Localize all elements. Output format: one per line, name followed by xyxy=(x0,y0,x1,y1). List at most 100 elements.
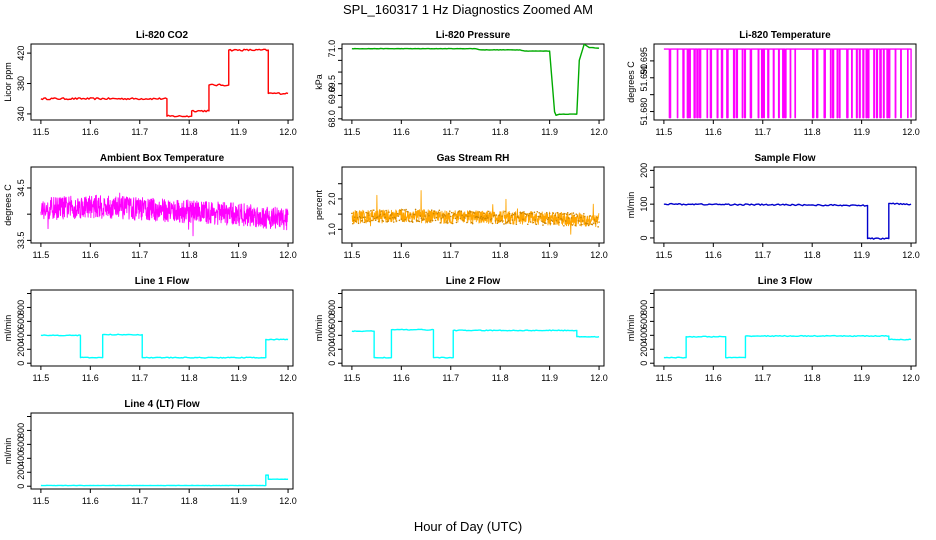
y-tick-label: 800 xyxy=(16,423,26,438)
panel-title: Line 4 (LT) Flow xyxy=(124,399,200,410)
panel-title: Line 2 Flow xyxy=(446,276,501,287)
x-tick-label: 11.5 xyxy=(32,127,49,137)
x-tick-label: 11.6 xyxy=(82,496,99,506)
x-tick-label: 11.8 xyxy=(181,496,198,506)
panel-pressure: Li-820 Pressure 11.5 11.6 11.7 11.8 11.9 12.0 6… xyxy=(314,30,608,137)
y-tick-label: 51.680 xyxy=(639,98,649,126)
x-tick-label: 12.0 xyxy=(279,127,297,137)
plot-frame xyxy=(30,289,294,367)
y-tick-label: 800 xyxy=(16,300,26,315)
x-tick-label: 12.0 xyxy=(279,250,297,260)
x-tick-label: 11.6 xyxy=(82,250,99,260)
plot-area xyxy=(40,474,289,487)
plot-area xyxy=(351,190,600,235)
x-tick-label: 12.0 xyxy=(590,250,608,260)
panel-title: Sample Flow xyxy=(754,153,815,164)
y-tick-label: 51.695 xyxy=(639,47,649,75)
y-tick-label: 34.5 xyxy=(16,179,26,197)
y-tick-label: 420 xyxy=(16,46,26,61)
x-tick-label: 11.7 xyxy=(442,250,459,260)
plot-frame xyxy=(653,166,917,244)
panel-title: Line 1 Flow xyxy=(135,276,190,287)
x-tick-label: 12.0 xyxy=(902,250,920,260)
panel-sampleflow: Sample Flow 11.5 11.6 11.7 11.8 11.9 12.0 0 100 2… xyxy=(626,153,920,260)
x-tick-label: 11.7 xyxy=(131,127,148,137)
x-tick-label: 11.9 xyxy=(541,127,558,137)
plot-area xyxy=(40,192,289,237)
panel-line2: Line 2 Flow 11.5 11.6 11.7 11.8 11.9 12.0 0 2004… xyxy=(314,276,608,383)
y-tick-label: 400 xyxy=(639,328,649,343)
y-tick-label: 200 xyxy=(639,342,649,357)
x-tick-label: 11.7 xyxy=(442,373,459,383)
plot-frame xyxy=(653,289,917,367)
panel-line1: Line 1 Flow 11.5 11.6 11.7 11.8 11.9 12.0 0 2004… xyxy=(3,276,297,383)
y-tick-label: 340 xyxy=(16,106,26,121)
x-tick-label: 12.0 xyxy=(902,373,920,383)
y-axis-label: ml/min xyxy=(3,315,13,342)
panel-title: Li-820 CO2 xyxy=(136,30,189,41)
x-tick-label: 11.8 xyxy=(181,127,198,137)
y-tick-label: 68.0 xyxy=(327,110,337,128)
x-tick-label: 11.7 xyxy=(442,127,459,137)
y-tick-label: 51.690 xyxy=(639,64,649,92)
plot-area xyxy=(663,202,912,240)
x-tick-label: 11.9 xyxy=(230,127,247,137)
y-tick-label: 380 xyxy=(16,76,26,91)
panels-container: Li-820 CO2 11.5 11.6 11.7 11.8 11.9 12.0 340 380… xyxy=(3,30,920,506)
y-tick-label: 1.0 xyxy=(327,223,337,236)
panel-rh: Gas Stream RH 11.5 11.6 11.7 11.8 11.9 12.0 1.0… xyxy=(314,153,608,260)
x-tick-label: 11.6 xyxy=(82,127,99,137)
x-tick-label: 11.7 xyxy=(131,496,148,506)
x-tick-label: 11.6 xyxy=(393,373,410,383)
series-line-line1 xyxy=(40,333,289,359)
x-tick-label: 11.8 xyxy=(181,250,198,260)
x-tick-label: 11.6 xyxy=(393,127,410,137)
series-line-line2 xyxy=(351,328,600,359)
plot-area xyxy=(40,333,289,359)
y-tick-label: 100 xyxy=(639,197,649,212)
y-tick-label: 600 xyxy=(16,314,26,329)
x-tick-label: 11.6 xyxy=(393,250,410,260)
x-tick-label: 11.5 xyxy=(32,373,49,383)
plot-area xyxy=(663,334,912,359)
series-line-boxtemp xyxy=(40,192,289,237)
plot-frame xyxy=(30,43,294,121)
x-tick-label: 11.6 xyxy=(705,373,722,383)
x-tick-label: 11.8 xyxy=(804,127,821,137)
x-tick-label: 11.7 xyxy=(131,250,148,260)
plot-frame xyxy=(341,43,605,121)
panel-li820temp: Li-820 Temperature 11.5 11.6 11.7 11.8 11.9 12… xyxy=(626,30,920,137)
plot-frame xyxy=(341,166,605,244)
y-axis-label: ml/min xyxy=(3,438,13,465)
x-tick-label: 12.0 xyxy=(902,127,920,137)
x-tick-label: 11.9 xyxy=(853,127,870,137)
y-tick-label: 200 xyxy=(16,465,26,480)
x-tick-label: 11.9 xyxy=(853,373,870,383)
x-tick-label: 11.5 xyxy=(343,250,360,260)
y-tick-label: 0 xyxy=(16,484,26,489)
x-tick-label: 11.8 xyxy=(804,373,821,383)
x-tick-label: 11.8 xyxy=(492,250,509,260)
x-tick-label: 11.5 xyxy=(343,373,360,383)
y-tick-label: 0 xyxy=(327,361,337,366)
plot-area xyxy=(351,328,600,359)
panel-line4: Line 4 (LT) Flow 11.5 11.6 11.7 11.8 11.9 12.0… xyxy=(3,399,297,506)
panel-boxtemp: Ambient Box Temperature 11.5 11.6 11.7 11.8 1… xyxy=(3,153,297,260)
x-tick-label: 11.5 xyxy=(343,127,360,137)
panel-title: Ambient Box Temperature xyxy=(100,153,225,164)
x-tick-label: 11.8 xyxy=(804,250,821,260)
x-tick-label: 11.9 xyxy=(230,250,247,260)
x-tick-label: 12.0 xyxy=(279,373,297,383)
panel-title: Line 3 Flow xyxy=(758,276,813,287)
y-tick-label: 2.0 xyxy=(327,193,337,206)
y-tick-label: 200 xyxy=(639,163,649,178)
panel-line3: Line 3 Flow 11.5 11.6 11.7 11.8 11.9 12.0 0 2004… xyxy=(626,276,920,383)
y-tick-label: 0 xyxy=(16,361,26,366)
series-line-li820temp xyxy=(663,48,912,119)
x-tick-label: 11.9 xyxy=(230,373,247,383)
y-tick-label: 200 xyxy=(16,342,26,357)
x-tick-label: 12.0 xyxy=(590,127,608,137)
y-axis-label: ml/min xyxy=(314,315,324,342)
y-axis-label: degrees C xyxy=(3,184,13,226)
